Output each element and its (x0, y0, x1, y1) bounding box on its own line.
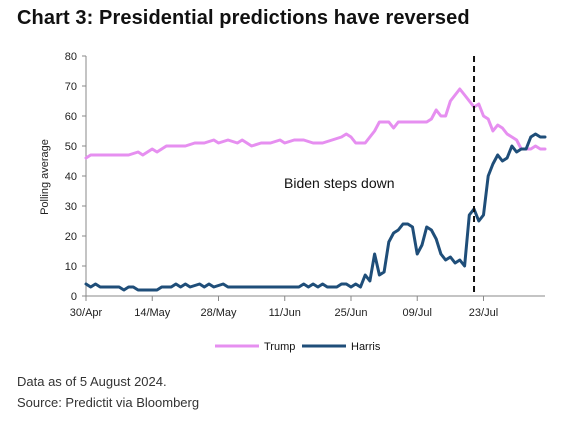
data-date-note: Data as of 5 August 2024. (17, 374, 167, 389)
series-line-harris (84, 132, 547, 292)
series-layer (84, 87, 547, 292)
x-tick-label: 30/Apr (70, 307, 103, 319)
y-tick-label: 80 (65, 51, 77, 63)
y-tick-label: 40 (65, 171, 77, 183)
legend: Trump Harris (215, 341, 381, 353)
annotation-layer: Biden steps down (284, 56, 476, 296)
y-axis: 0 10 20 30 40 50 60 70 80 (65, 51, 87, 303)
y-tick-label: 70 (65, 81, 77, 93)
source-note: Source: Predictit via Bloomberg (17, 395, 200, 410)
chart-title: Chart 3: Presidential predictions have r… (17, 7, 470, 29)
x-tick-label: 11/Jun (269, 307, 301, 319)
x-tick-label: 23/Jul (469, 307, 498, 319)
series-line-trump (84, 87, 547, 160)
y-tick-label: 30 (65, 201, 77, 213)
x-tick-label: 09/Jul (403, 307, 432, 319)
y-tick-label: 0 (71, 291, 77, 303)
x-tick-label: 14/May (134, 307, 171, 319)
legend-label-harris: Harris (351, 341, 381, 353)
x-tick-label: 28/May (200, 307, 237, 319)
x-tick-label: 25/Jun (334, 307, 367, 319)
y-tick-label: 20 (65, 231, 77, 243)
y-tick-label: 10 (65, 261, 77, 273)
x-axis: 30/Apr 14/May 28/May 11/Jun 25/Jun 09/Jul 23/J… (70, 295, 545, 319)
y-tick-label: 60 (65, 111, 77, 123)
y-tick-label: 50 (65, 141, 77, 153)
event-annotation-label: Biden steps down (284, 175, 395, 191)
legend-label-trump: Trump (264, 341, 295, 353)
y-axis-label: Polling average (39, 139, 51, 215)
